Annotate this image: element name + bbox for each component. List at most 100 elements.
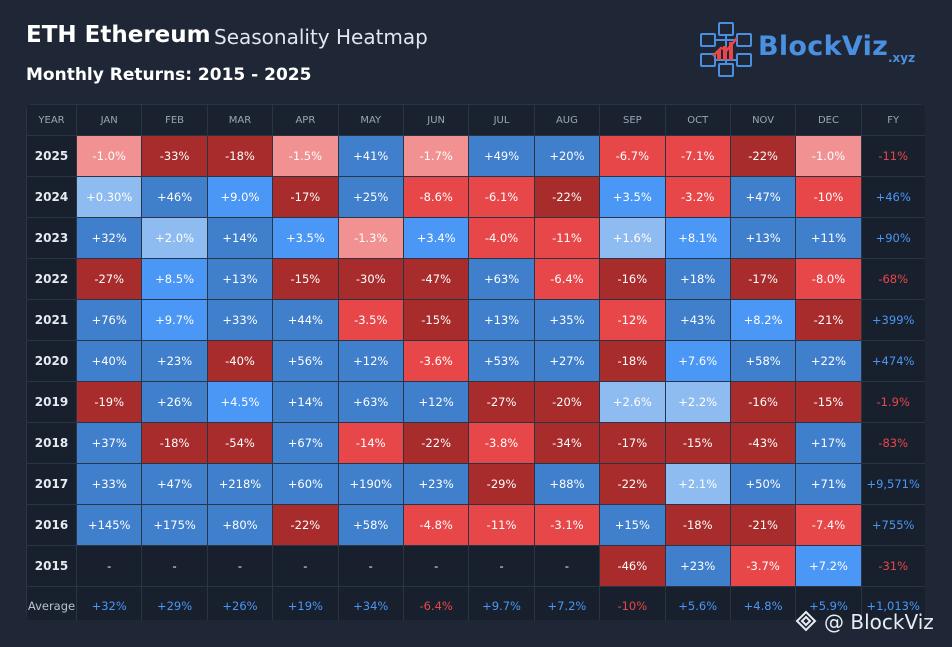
heatmap-cell: +3.5% <box>272 217 339 259</box>
heatmap-cell: -17% <box>729 258 797 300</box>
heatmap-cell: +60% <box>272 463 339 505</box>
heatmap-table: YEAR JAN FEB MAR APR MAY JUN JUL AUG SEP OCT NOV DEC… <box>26 104 925 620</box>
heatmap-cell: -1.3% <box>337 217 404 259</box>
heatmap-cell: -18% <box>664 504 731 546</box>
heatmap-cell: +23% <box>664 545 731 587</box>
fy-value: +399% <box>860 299 925 341</box>
fy-column-header: FY <box>860 104 925 136</box>
heatmap-cell: +44% <box>272 299 339 341</box>
heatmap-cell: -11% <box>533 217 601 259</box>
table-row: 2019 -19% +26% +4.5% +14% +63% +12% -27% -20% +2.… <box>26 381 925 423</box>
month-column-header: SEP <box>599 104 666 136</box>
average-cell: +4.8% <box>729 586 797 620</box>
heatmap-cell: +63% <box>468 258 535 300</box>
heatmap-cell: -30% <box>337 258 404 300</box>
average-cell: +32% <box>75 586 143 620</box>
heatmap-cell: +9.7% <box>141 299 208 341</box>
fy-value: +90% <box>860 217 925 259</box>
heatmap-cell: -6.4% <box>533 258 601 300</box>
heatmap-cell: -15% <box>795 381 862 423</box>
heatmap-cell: -1.7% <box>402 135 470 177</box>
heatmap-cell: +13% <box>468 299 535 341</box>
heatmap-cell: -15% <box>664 422 731 464</box>
heatmap-cell: -7.1% <box>664 135 731 177</box>
average-cell: +19% <box>272 586 339 620</box>
heatmap-cell: -22% <box>402 422 470 464</box>
heatmap-cell: +50% <box>729 463 797 505</box>
month-column-header: JUN <box>402 104 470 136</box>
table-row: 2024 +0.30% +46% +9.0% -17% +25% -8.6% -6.1% -22… <box>26 176 925 218</box>
fy-value: -68% <box>860 258 925 300</box>
heatmap-cell: -46% <box>599 545 666 587</box>
heatmap-cell: -21% <box>795 299 862 341</box>
heatmap-cell: -47% <box>402 258 470 300</box>
heatmap-cell: +3.4% <box>402 217 470 259</box>
heatmap-cell: -6.1% <box>468 176 535 218</box>
year-label: 2018 <box>26 422 77 464</box>
heatmap-cell: -40% <box>206 340 274 382</box>
heatmap-cell: -17% <box>599 422 666 464</box>
heatmap-cell: +46% <box>141 176 208 218</box>
average-label: Average <box>26 586 77 620</box>
page-subtitle: Seasonality Heatmap <box>214 25 428 49</box>
brand-suffix: .xyz <box>888 51 916 65</box>
heatmap-cell: +40% <box>75 340 143 382</box>
page-title: ETH Ethereum <box>26 22 211 48</box>
average-cell: +29% <box>141 586 208 620</box>
fy-value: +46% <box>860 176 925 218</box>
heatmap-cell: +67% <box>272 422 339 464</box>
heatmap-cell: +53% <box>468 340 535 382</box>
heatmap-cell: -16% <box>729 381 797 423</box>
table-row: 2015- - - - - - - - -46% +23% -3.7% +7.2% -31% <box>26 545 925 587</box>
average-cell: +26% <box>206 586 274 620</box>
month-column-header: AUG <box>533 104 601 136</box>
heatmap-cell: -6.7% <box>599 135 666 177</box>
heatmap-cell: +23% <box>141 340 208 382</box>
heatmap-cell: -8.0% <box>795 258 862 300</box>
heatmap-cell: -43% <box>729 422 797 464</box>
heatmap-cell: - <box>75 545 143 587</box>
year-label: 2020 <box>26 340 77 382</box>
heatmap-cell: +33% <box>206 299 274 341</box>
heatmap-cell: -14% <box>337 422 404 464</box>
heatmap-cell: - <box>337 545 404 587</box>
heatmap-cell: -29% <box>468 463 535 505</box>
heatmap-cell: +2.0% <box>141 217 208 259</box>
year-label: 2016 <box>26 504 77 546</box>
heatmap-cell: -22% <box>729 135 797 177</box>
heatmap-cell: +56% <box>272 340 339 382</box>
heatmap-cell: -17% <box>272 176 339 218</box>
average-cell: +7.2% <box>533 586 601 620</box>
table-row: 2016 +145% +175% +80% -22% +58% -4.8% -11% -3.1%… <box>26 504 925 546</box>
heatmap-cell: +49% <box>468 135 535 177</box>
average-cell: +34% <box>337 586 404 620</box>
heatmap-cell: +12% <box>337 340 404 382</box>
average-row: Average +32% +29% +26% +19% +34% -6.4% +9.7% +7.… <box>26 586 925 620</box>
heatmap-cell: +32% <box>75 217 143 259</box>
heatmap-cell: -22% <box>533 176 601 218</box>
heatmap-cell: +13% <box>729 217 797 259</box>
heatmap-cell: -21% <box>729 504 797 546</box>
heatmap-cell: +25% <box>337 176 404 218</box>
year-label: 2015 <box>26 545 77 587</box>
heatmap-cell: +47% <box>729 176 797 218</box>
heatmap-cell: -11% <box>468 504 535 546</box>
month-column-header: APR <box>272 104 339 136</box>
heatmap-cell: +14% <box>272 381 339 423</box>
date-range-label: Monthly Returns: 2015 - 2025 <box>26 65 312 85</box>
heatmap-cell: -8.6% <box>402 176 470 218</box>
heatmap-cell: - <box>468 545 535 587</box>
average-cell: +5.9% <box>795 586 862 620</box>
year-label: 2025 <box>26 135 77 177</box>
heatmap-cell: -22% <box>599 463 666 505</box>
year-label: 2017 <box>26 463 77 505</box>
heatmap-cell: -54% <box>206 422 274 464</box>
table-row: 2022 -27% +8.5% +13% -15% -30% -47% +63% -6.4% -1… <box>26 258 925 300</box>
month-column-header: JAN <box>75 104 143 136</box>
heatmap-cell: +33% <box>75 463 143 505</box>
heatmap-cell: -33% <box>141 135 208 177</box>
heatmap-cell: -18% <box>206 135 274 177</box>
heatmap-cell: +175% <box>141 504 208 546</box>
heatmap-cell: +2.2% <box>664 381 731 423</box>
fy-value: -31% <box>860 545 925 587</box>
